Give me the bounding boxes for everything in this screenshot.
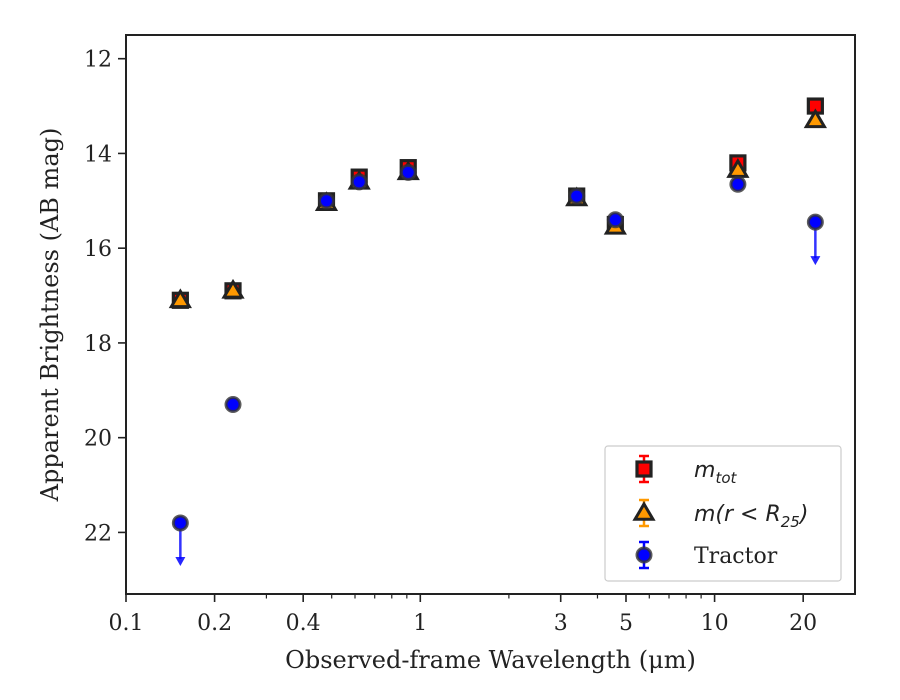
legend-entry: Tractor bbox=[635, 540, 778, 570]
x-tick-label: 20 bbox=[789, 611, 817, 636]
x-tick-label: 1 bbox=[413, 611, 427, 636]
data-point-circle bbox=[224, 396, 242, 414]
x-tick-label: 0.2 bbox=[197, 611, 232, 636]
legend-label: m(r < R25) bbox=[694, 502, 808, 531]
legend-marker-triangle bbox=[632, 501, 656, 521]
x-tick-label: 10 bbox=[701, 611, 729, 636]
x-tick-label: 3 bbox=[554, 611, 568, 636]
legend-entry: m(r < R25) bbox=[632, 498, 808, 531]
data-point-circle bbox=[171, 514, 189, 532]
data-point-triangle bbox=[803, 108, 827, 129]
upper-limit-arrowhead bbox=[810, 256, 821, 266]
data-point-circle bbox=[729, 175, 747, 193]
y-tick-label: 22 bbox=[84, 521, 112, 546]
data-point-circle bbox=[350, 173, 368, 191]
x-axis-label: Observed-frame Wavelength (μm) bbox=[285, 646, 696, 674]
data-point-triangle bbox=[221, 278, 245, 299]
data-point-circle bbox=[317, 192, 335, 210]
plot-frame bbox=[125, 34, 856, 595]
data-point-circle bbox=[606, 211, 624, 229]
series-square bbox=[171, 97, 824, 309]
legend-label: Tractor bbox=[694, 544, 778, 569]
legend-box bbox=[604, 445, 842, 582]
series-layer bbox=[168, 97, 827, 566]
x-tick-label: 0.1 bbox=[109, 611, 144, 636]
series-circle bbox=[171, 163, 824, 566]
legend: mtot m(r < R25) Tractor bbox=[604, 445, 842, 582]
y-tick-label: 16 bbox=[84, 237, 112, 262]
x-axis: 0.1 0.2 0.4 1 3 5 10 20 bbox=[109, 594, 817, 636]
legend-marker-square bbox=[635, 460, 653, 478]
upper-limit-arrowhead bbox=[175, 556, 186, 566]
legend-label: mtot bbox=[694, 458, 737, 487]
series-triangle bbox=[168, 108, 827, 309]
y-tick-label: 12 bbox=[84, 48, 112, 73]
legend-entry: mtot bbox=[635, 454, 737, 487]
data-point-circle bbox=[806, 213, 824, 231]
data-point-triangle bbox=[168, 288, 192, 309]
y-tick-label: 14 bbox=[84, 142, 112, 167]
x-tick-label: 5 bbox=[619, 611, 633, 636]
y-axis-label: Apparent Brightness (AB mag) bbox=[36, 128, 64, 503]
y-tick-label: 18 bbox=[84, 332, 112, 357]
data-point-circle bbox=[399, 163, 417, 181]
y-tick-label: 20 bbox=[84, 427, 112, 452]
y-axis: 12 14 16 18 20 22 bbox=[84, 48, 126, 546]
legend-marker-circle bbox=[635, 546, 653, 564]
x-tick-label: 0.4 bbox=[286, 611, 321, 636]
data-point-circle bbox=[568, 187, 586, 205]
